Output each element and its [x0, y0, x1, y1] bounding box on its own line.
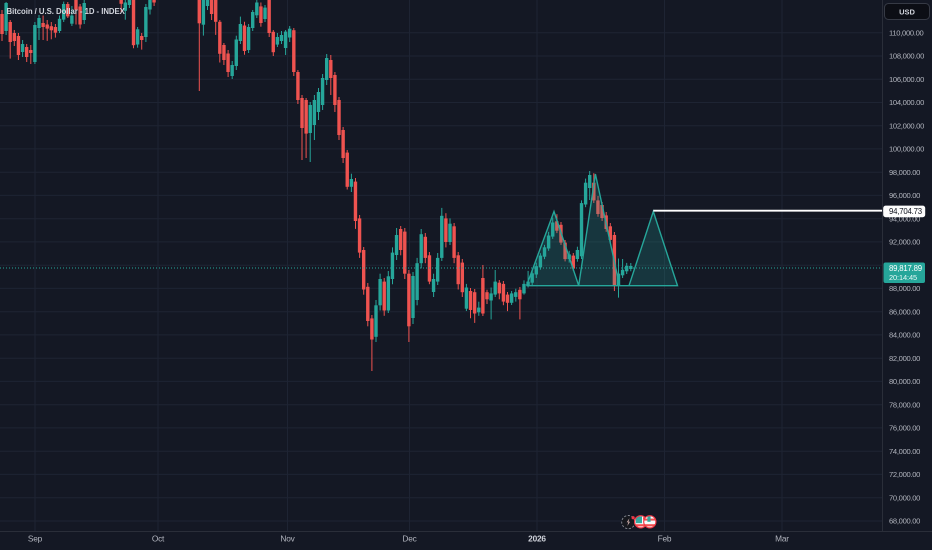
svg-text:98,000.00: 98,000.00	[889, 168, 920, 177]
svg-text:2026: 2026	[528, 534, 546, 544]
svg-text:Mar: Mar	[775, 534, 789, 544]
svg-text:104,000.00: 104,000.00	[889, 98, 924, 107]
svg-text:72,000.00: 72,000.00	[889, 470, 920, 479]
svg-text:74,000.00: 74,000.00	[889, 447, 920, 456]
svg-text:88,000.00: 88,000.00	[889, 284, 920, 293]
svg-text:Sep: Sep	[28, 534, 43, 544]
svg-text:USD: USD	[899, 7, 915, 16]
svg-text:Nov: Nov	[280, 534, 295, 544]
svg-text:Bitcoin / U.S. Dollar - 1D - I: Bitcoin / U.S. Dollar - 1D - INDEX	[7, 7, 126, 16]
svg-text:96,000.00: 96,000.00	[889, 191, 920, 200]
svg-text:92,000.00: 92,000.00	[889, 238, 920, 247]
svg-text:94,000.00: 94,000.00	[889, 214, 920, 223]
svg-text:68,000.00: 68,000.00	[889, 517, 920, 526]
svg-text:Dec: Dec	[402, 534, 416, 544]
svg-text:94,704.73: 94,704.73	[889, 207, 922, 216]
svg-text:110,000.00: 110,000.00	[889, 28, 924, 37]
svg-text:20:14:45: 20:14:45	[889, 273, 917, 282]
svg-text:89,817.89: 89,817.89	[889, 264, 922, 273]
svg-text:Feb: Feb	[658, 534, 672, 544]
svg-text:86,000.00: 86,000.00	[889, 307, 920, 316]
svg-text:78,000.00: 78,000.00	[889, 400, 920, 409]
svg-text:82,000.00: 82,000.00	[889, 354, 920, 363]
svg-text:106,000.00: 106,000.00	[889, 75, 924, 84]
svg-text:Oct: Oct	[152, 534, 165, 544]
svg-text:108,000.00: 108,000.00	[889, 52, 924, 61]
svg-text:100,000.00: 100,000.00	[889, 145, 924, 154]
svg-text:102,000.00: 102,000.00	[889, 121, 924, 130]
svg-text:80,000.00: 80,000.00	[889, 377, 920, 386]
svg-text:84,000.00: 84,000.00	[889, 331, 920, 340]
svg-text:70,000.00: 70,000.00	[889, 493, 920, 502]
svg-text:76,000.00: 76,000.00	[889, 424, 920, 433]
